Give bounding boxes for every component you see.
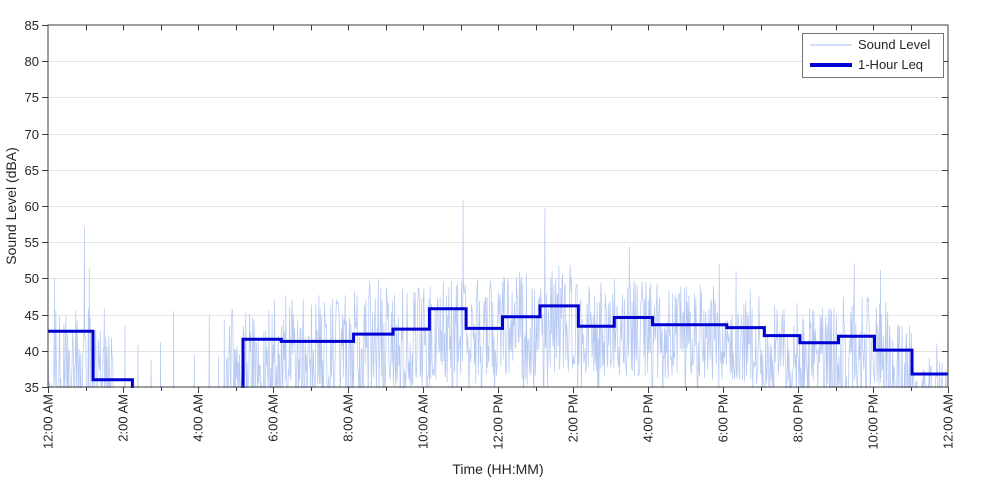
x-tick-label: 4:00 PM [641, 394, 656, 442]
x-tick-label: 12:00 PM [491, 394, 506, 450]
x-tick-label: 6:00 AM [266, 394, 281, 442]
sound-level-series [47, 200, 947, 388]
y-tick-label: 45 [25, 308, 39, 323]
x-axis-label: Time (HH:MM) [452, 461, 543, 477]
legend-label-1-hour-leq: 1-Hour Leq [858, 57, 923, 72]
x-tick-label: 4:00 AM [191, 394, 206, 442]
x-tick-label: 8:00 AM [341, 394, 356, 442]
legend: Sound Level 1-Hour Leq [802, 33, 944, 78]
x-tick-label: 2:00 AM [116, 394, 131, 442]
x-tick-label: 6:00 PM [716, 394, 731, 442]
x-tick-label: 10:00 PM [866, 394, 881, 450]
y-tick-label: 35 [25, 380, 39, 395]
legend-box [802, 33, 944, 78]
x-tick-label: 8:00 PM [791, 394, 806, 442]
y-axis-label: Sound Level (dBA) [3, 147, 19, 265]
gridlines [48, 61, 948, 352]
y-tick-label: 60 [25, 199, 39, 214]
tick-marks [42, 25, 949, 393]
x-tick-label: 2:00 PM [566, 394, 581, 442]
legend-label-sound-level: Sound Level [858, 37, 930, 52]
y-tick-label: 40 [25, 344, 39, 359]
y-tick-label: 55 [25, 235, 39, 250]
y-tick-label: 50 [25, 271, 39, 286]
y-tick-label: 85 [25, 18, 39, 33]
leq-series [48, 304, 948, 388]
y-tick-label: 65 [25, 163, 39, 178]
y-tick-label: 80 [25, 54, 39, 69]
y-tick-label: 75 [25, 90, 39, 105]
x-tick-label: 12:00 AM [941, 394, 956, 449]
series-layer [47, 200, 948, 388]
tick-labels: 35 40 45 50 55 60 65 70 75 80 85 12:00 AM 2:00 AM 4:0… [25, 18, 956, 450]
x-tick-label: 12:00 AM [41, 394, 56, 449]
x-tick-label: 10:00 AM [416, 394, 431, 449]
y-tick-label: 70 [25, 127, 39, 142]
